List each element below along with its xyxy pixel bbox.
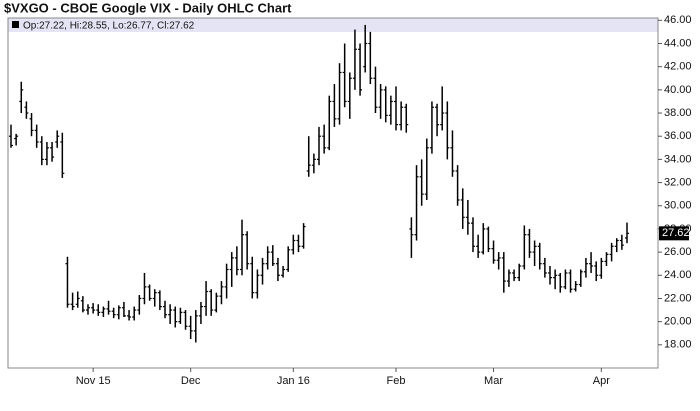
info-label: Op:27.22, Hi:28.55, Lo:26.77, Cl:27.62 bbox=[23, 21, 195, 32]
info-band bbox=[8, 18, 658, 32]
last-price-box bbox=[659, 226, 689, 241]
y-tick-label: 18.00 bbox=[664, 339, 692, 351]
y-tick-label: 22.00 bbox=[664, 292, 692, 304]
chart-title: $VXGO - CBOE Google VIX - Daily OHLC Cha… bbox=[4, 0, 292, 15]
y-tick-label: 34.00 bbox=[664, 153, 692, 165]
y-tick-label: 24.00 bbox=[664, 269, 692, 281]
last-price-label: 27.62 bbox=[662, 227, 690, 239]
y-tick-label: 32.00 bbox=[664, 176, 692, 188]
y-tick-label: 38.00 bbox=[664, 107, 692, 119]
y-tick-label: 46.00 bbox=[664, 14, 692, 26]
x-tick-label: Jan 16 bbox=[277, 375, 310, 387]
plot-frame bbox=[7, 17, 659, 369]
x-tick-label: Dec bbox=[181, 375, 201, 387]
y-tick-label: 42.00 bbox=[664, 61, 692, 73]
info-icon bbox=[12, 21, 19, 28]
y-tick-label: 36.00 bbox=[664, 130, 692, 142]
y-tick-label: 26.00 bbox=[664, 246, 692, 258]
x-tick-label: Nov 15 bbox=[76, 375, 111, 387]
x-tick-label: Apr bbox=[593, 375, 610, 387]
y-tick-label: 40.00 bbox=[664, 84, 692, 96]
y-tick-label: 30.00 bbox=[664, 200, 692, 212]
y-tick-label: 44.00 bbox=[664, 37, 692, 49]
x-tick-label: Mar bbox=[484, 375, 503, 387]
y-tick-label: 20.00 bbox=[664, 316, 692, 328]
x-tick-label: Feb bbox=[387, 375, 406, 387]
